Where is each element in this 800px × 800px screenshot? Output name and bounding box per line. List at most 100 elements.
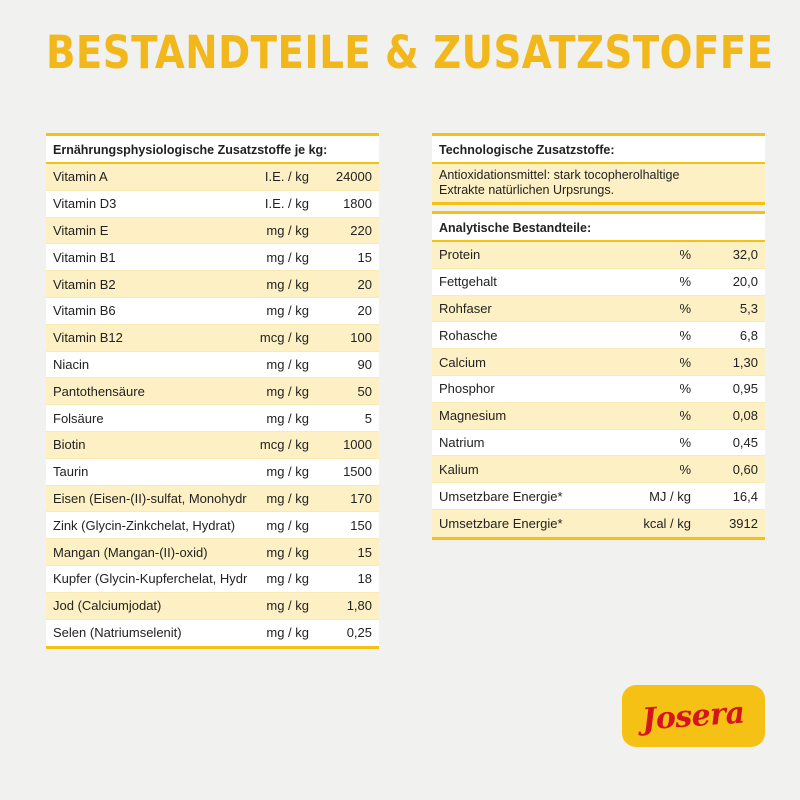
row-name: Eisen (Eisen-(II)-sulfat, Monohydrat) — [53, 490, 247, 506]
row-value: 170 — [350, 490, 372, 506]
table-row: Vitamin B12 mcg / kg 100 — [46, 324, 379, 352]
row-unit: % — [679, 461, 691, 477]
table-row: Biotin mcg / kg 1000 — [46, 431, 379, 459]
row-name: Umsetzbare Energie* — [439, 515, 563, 531]
row-value: 5,3 — [739, 300, 758, 316]
table-row: Zink (Glycin-Zinkchelat, Hydrat) mg / kg 1… — [46, 512, 379, 540]
table-row: Umsetzbare Energie* kcal / kg 3912 — [432, 509, 765, 537]
row-value: 0,25 — [346, 625, 372, 641]
row-unit: mcg / kg — [259, 437, 309, 453]
table-row: Vitamin A I.E. / kg 24000 — [46, 164, 379, 191]
row-value: 20,0 — [732, 274, 758, 290]
table-row: Kalium% 0,60 — [432, 456, 765, 484]
row-value: 5 — [364, 410, 372, 426]
table-row: Protein% 32,0 — [432, 242, 765, 269]
row-unit: I.E. / kg — [264, 169, 309, 185]
table-row: Niacin mg / kg 90 — [46, 352, 379, 379]
row-unit: mg / kg — [266, 303, 309, 319]
row-value: 100 — [350, 330, 372, 346]
row-unit: mg / kg — [266, 598, 309, 614]
row-name: Kupfer (Glycin-Kupferchelat, Hydrat) — [53, 571, 247, 587]
row-unit: mg / kg — [266, 464, 309, 480]
row-name: Vitamin B12 — [53, 330, 123, 346]
row-unit: mg / kg — [266, 625, 309, 641]
row-name: Vitamin B1 — [53, 249, 116, 265]
row-value: 32,0 — [732, 247, 758, 263]
row-name: Protein — [439, 247, 481, 263]
row-unit: mg / kg — [266, 276, 309, 292]
analytical-components-table: Analytische Bestandteile: Protein% 32,0 Fe… — [432, 211, 765, 540]
row-value: 20 — [357, 276, 372, 292]
row-value: 150 — [350, 517, 372, 533]
row-value: 16,4 — [732, 488, 758, 504]
row-value: 220 — [350, 222, 372, 238]
row-name: Vitamin B6 — [53, 303, 116, 319]
row-name: Mangan (Mangan-(II)-oxid) — [53, 544, 208, 560]
table-row: Rohfaser% 5,3 — [432, 295, 765, 323]
nutritional-additives-table: Ernährungsphysiologische Zusatzstoffe je… — [46, 133, 379, 650]
table-row: Kupfer (Glycin-Kupferchelat, Hydrat) mg /… — [46, 566, 379, 593]
analytical-components-heading: Analytische Bestandteile: — [432, 214, 765, 242]
row-name: Taurin — [53, 464, 89, 480]
table-row: Calcium% 1,30 — [432, 349, 765, 376]
row-value: 1000 — [343, 437, 372, 453]
row-unit: % — [679, 274, 691, 290]
row-name: Rohfaser — [439, 300, 492, 316]
row-name: Selen (Natriumselenit) — [53, 625, 182, 641]
row-value: 15 — [357, 544, 372, 560]
row-unit: mg / kg — [266, 490, 309, 506]
row-unit: I.E. / kg — [264, 196, 309, 212]
row-unit: mg / kg — [266, 383, 309, 399]
row-name: Vitamin A — [53, 169, 108, 185]
row-name: Magnesium — [439, 408, 507, 424]
row-name: Pantothensäure — [53, 383, 145, 399]
row-name: Umsetzbare Energie* — [439, 488, 563, 504]
row-name: Jod (Calciumjodat) — [53, 598, 162, 614]
row-unit: mcg / kg — [259, 330, 309, 346]
row-unit: kcal / kg — [643, 515, 691, 531]
row-unit: mg / kg — [266, 410, 309, 426]
row-value: 1,80 — [346, 598, 372, 614]
table-row: Magnesium% 0,08 — [432, 402, 765, 430]
table-row: Umsetzbare Energie* MJ / kg 16,4 — [432, 483, 765, 510]
row-name: Rohasche — [439, 327, 498, 343]
page-title: BESTANDTEILE & ZUSATZSTOFFE — [46, 26, 774, 79]
nutritional-additives-rows: Vitamin A I.E. / kg 24000 Vitamin D3 I.E. / … — [46, 164, 379, 646]
row-value: 50 — [357, 383, 372, 399]
row-value: 6,8 — [739, 327, 758, 343]
row-unit: % — [679, 354, 691, 370]
row-value: 0,95 — [732, 381, 758, 397]
table-row: Vitamin D3 I.E. / kg 1800 — [46, 191, 379, 218]
row-value: 3912 — [729, 515, 758, 531]
row-unit: % — [679, 247, 691, 263]
row-name: Biotin — [53, 437, 86, 453]
table-row: Vitamin E mg / kg 220 — [46, 217, 379, 245]
table-row: Folsäure mg / kg 5 — [46, 405, 379, 432]
table-row: Fettgehalt% 20,0 — [432, 269, 765, 296]
table-row: Selen (Natriumselenit) mg / kg 0,25 — [46, 620, 379, 647]
row-name: Kalium — [439, 461, 479, 477]
technological-additives-table: Technologische Zusatzstoffe: Antioxidati… — [432, 133, 765, 205]
table-row: Mangan (Mangan-(II)-oxid) mg / kg 15 — [46, 539, 379, 566]
row-name: Folsäure — [53, 410, 104, 426]
row-unit: % — [679, 381, 691, 397]
row-value: 0,45 — [732, 434, 758, 450]
nutritional-additives-heading: Ernährungsphysiologische Zusatzstoffe je… — [46, 136, 379, 164]
row-value: 1800 — [343, 196, 372, 212]
table-row: Pantothensäure mg / kg 50 — [46, 378, 379, 406]
row-name: Vitamin B2 — [53, 276, 116, 292]
row-value: 15 — [357, 249, 372, 265]
row-name: Zink (Glycin-Zinkchelat, Hydrat) — [53, 517, 236, 533]
row-unit: mg / kg — [266, 222, 309, 238]
row-value: 0,08 — [732, 408, 758, 424]
row-unit: mg / kg — [266, 544, 309, 560]
row-value: 20 — [357, 303, 372, 319]
row-name: Vitamin D3 — [53, 196, 117, 212]
analytical-components-rows: Protein% 32,0 Fettgehalt% 20,0 Rohfaser% 5,3 R… — [432, 242, 765, 537]
table-row: Vitamin B6 mg / kg 20 — [46, 298, 379, 325]
row-unit: % — [679, 327, 691, 343]
table-row: Natrium% 0,45 — [432, 430, 765, 457]
row-name: Fettgehalt — [439, 274, 497, 290]
table-row: Jod (Calciumjodat) mg / kg 1,80 — [46, 592, 379, 620]
row-name: Vitamin E — [53, 222, 109, 238]
